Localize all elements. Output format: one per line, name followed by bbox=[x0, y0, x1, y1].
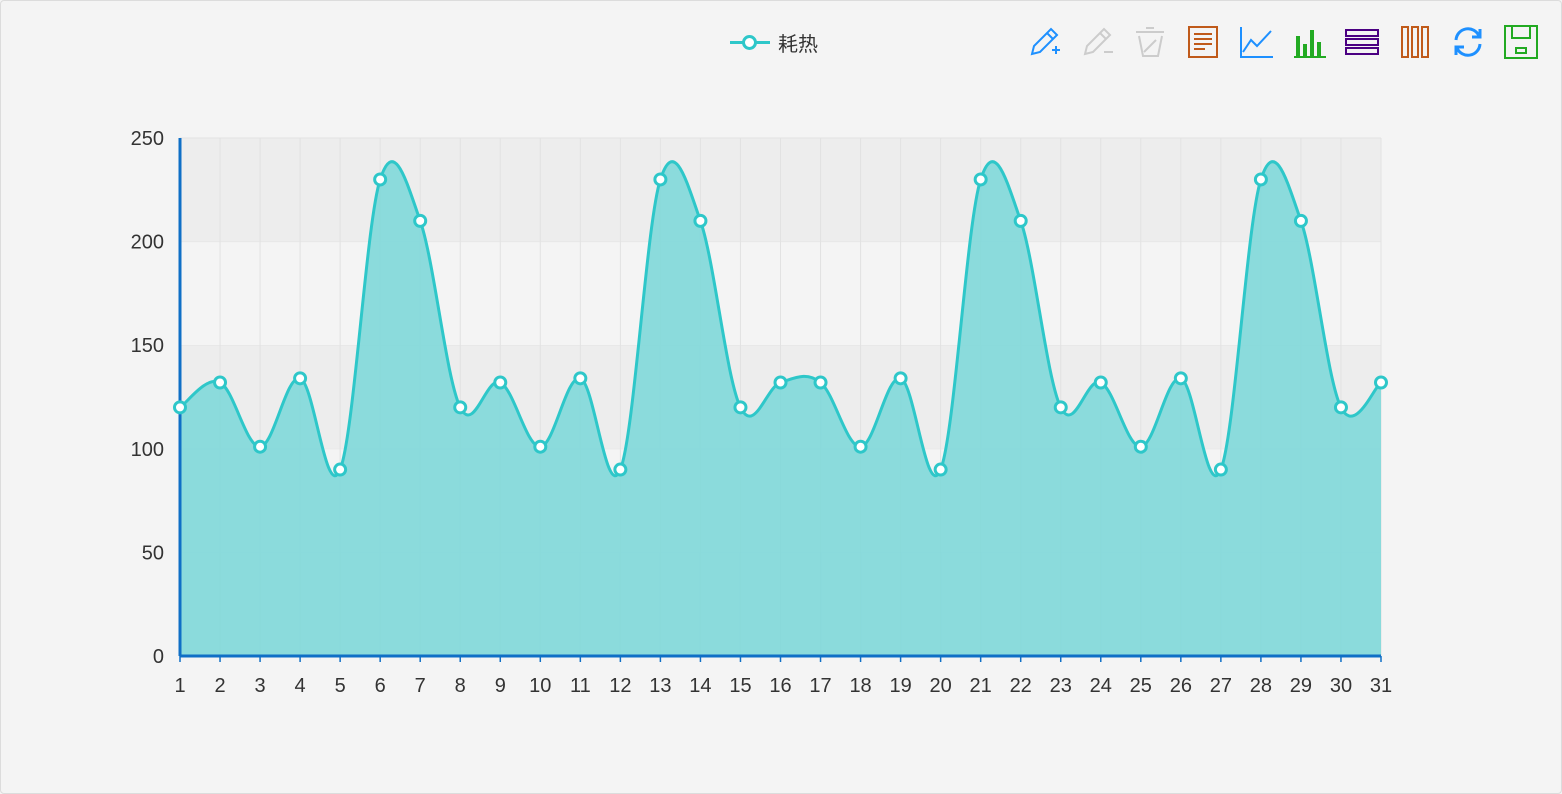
data-point bbox=[1253, 172, 1268, 187]
data-point bbox=[1013, 213, 1028, 228]
x-tick-label: 30 bbox=[1330, 675, 1352, 697]
tiled-button[interactable] bbox=[1397, 24, 1433, 60]
x-tick-label: 26 bbox=[1170, 675, 1192, 697]
x-tick-label: 18 bbox=[849, 675, 871, 697]
x-tick-label: 25 bbox=[1130, 675, 1152, 697]
line-chart-icon bbox=[1240, 27, 1273, 58]
legend-line-icon bbox=[730, 32, 770, 52]
x-tick-label: 6 bbox=[375, 675, 386, 697]
x-tick-label: 2 bbox=[214, 675, 225, 697]
mark-clear-button[interactable] bbox=[1132, 24, 1168, 60]
stack-button[interactable] bbox=[1344, 24, 1380, 60]
y-tick-label: 200 bbox=[131, 232, 164, 254]
x-tick-label: 11 bbox=[570, 675, 591, 697]
data-point bbox=[1374, 375, 1388, 390]
x-tick-label: 1 bbox=[174, 675, 185, 697]
x-tick-label: 23 bbox=[1050, 675, 1072, 697]
x-tick-label: 15 bbox=[729, 675, 751, 697]
x-tick-label: 17 bbox=[809, 675, 831, 697]
x-tick-label: 13 bbox=[649, 675, 671, 697]
data-point bbox=[293, 371, 308, 386]
x-tick-label: 27 bbox=[1210, 675, 1232, 697]
restore-button[interactable] bbox=[1450, 24, 1486, 60]
data-view-icon bbox=[1188, 26, 1218, 58]
data-point bbox=[813, 375, 828, 390]
data-point bbox=[973, 172, 988, 187]
bar-chart-icon bbox=[1294, 30, 1326, 58]
save-image-button[interactable] bbox=[1503, 24, 1539, 60]
data-point bbox=[893, 371, 908, 386]
data-point bbox=[1093, 375, 1108, 390]
data-point bbox=[333, 462, 348, 477]
data-point bbox=[1133, 439, 1148, 454]
x-tick-label: 12 bbox=[609, 675, 631, 697]
data-view-button[interactable] bbox=[1185, 24, 1221, 60]
x-tick-label: 28 bbox=[1250, 675, 1272, 697]
y-axis: 0 50 100 150 200 250 bbox=[131, 128, 182, 668]
data-point bbox=[653, 172, 668, 187]
data-point bbox=[493, 375, 508, 390]
data-point bbox=[573, 371, 588, 386]
x-tick-label: 10 bbox=[529, 675, 551, 697]
mark-undo-button[interactable] bbox=[1079, 24, 1115, 60]
data-point bbox=[1293, 213, 1308, 228]
x-axis: 1 2 3 4 5 6 7 8 9 10 11 12 13 14 15 16 17 18 19 20 21 22 23 24 2… bbox=[174, 654, 1392, 697]
data-point bbox=[853, 439, 868, 454]
mark-icon bbox=[1030, 27, 1060, 56]
data-point bbox=[1053, 400, 1068, 415]
tiled-icon bbox=[1401, 26, 1429, 58]
y-tick-label: 0 bbox=[153, 646, 164, 668]
y-tick-label: 150 bbox=[131, 335, 164, 357]
x-tick-label: 21 bbox=[970, 675, 992, 697]
data-point bbox=[933, 462, 948, 477]
mark-clear-icon bbox=[1136, 27, 1164, 57]
data-point bbox=[453, 400, 468, 415]
legend-item[interactable]: 耗热 bbox=[730, 28, 818, 56]
x-tick-label: 3 bbox=[255, 675, 266, 697]
x-tick-label: 14 bbox=[689, 675, 711, 697]
bar-chart-button[interactable] bbox=[1291, 24, 1327, 60]
data-point bbox=[373, 172, 388, 187]
x-tick-label: 20 bbox=[930, 675, 952, 697]
data-point bbox=[1213, 462, 1228, 477]
data-point bbox=[213, 375, 228, 390]
x-tick-label: 19 bbox=[889, 675, 911, 697]
series-points bbox=[173, 172, 1388, 477]
data-point bbox=[773, 375, 788, 390]
x-tick-label: 4 bbox=[295, 675, 306, 697]
data-point bbox=[733, 400, 748, 415]
y-tick-label: 100 bbox=[131, 439, 164, 461]
x-tick-label: 16 bbox=[769, 675, 791, 697]
legend-label: 耗热 bbox=[778, 31, 818, 56]
x-tick-label: 31 bbox=[1370, 675, 1392, 697]
toolbox bbox=[1026, 24, 1539, 64]
data-point bbox=[173, 400, 187, 415]
x-tick-label: 9 bbox=[495, 675, 506, 697]
restore-icon bbox=[1454, 27, 1482, 57]
data-point bbox=[533, 439, 548, 454]
x-tick-label: 5 bbox=[335, 675, 346, 697]
data-point bbox=[253, 439, 268, 454]
stack-icon bbox=[1345, 29, 1379, 55]
mark-button[interactable] bbox=[1026, 24, 1062, 60]
line-chart-button[interactable] bbox=[1238, 24, 1274, 60]
x-tick-label: 24 bbox=[1090, 675, 1112, 697]
save-image-icon bbox=[1504, 25, 1538, 59]
data-point bbox=[1173, 371, 1188, 386]
data-point bbox=[1333, 400, 1348, 415]
x-tick-label: 29 bbox=[1290, 675, 1312, 697]
y-tick-label: 50 bbox=[142, 542, 164, 564]
data-point bbox=[693, 213, 708, 228]
series-area bbox=[180, 161, 1381, 656]
x-tick-label: 8 bbox=[455, 675, 466, 697]
y-tick-label: 250 bbox=[131, 128, 164, 150]
x-tick-label: 22 bbox=[1010, 675, 1032, 697]
x-tick-label: 7 bbox=[415, 675, 426, 697]
data-point bbox=[613, 462, 628, 477]
data-point bbox=[413, 213, 428, 228]
mark-undo-icon bbox=[1083, 27, 1113, 56]
